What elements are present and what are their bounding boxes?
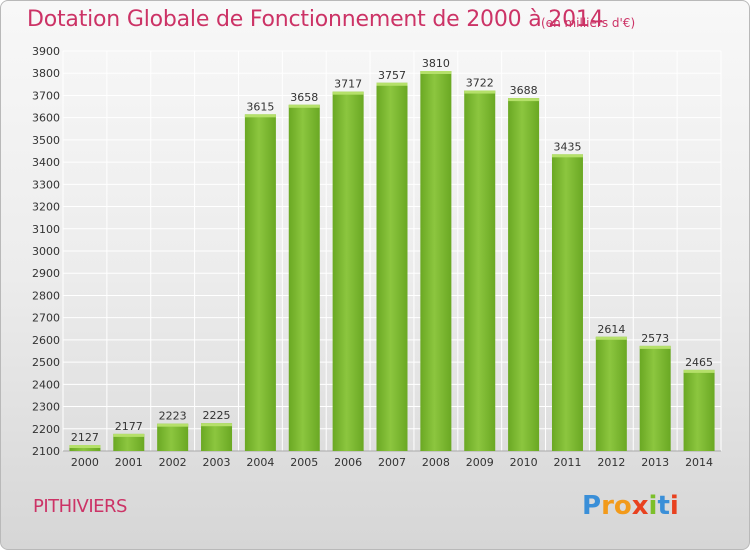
bar-top-2001: [113, 433, 145, 437]
bar-top-2000: [69, 445, 101, 448]
x-tick-label: 2004: [246, 456, 274, 469]
x-tick-label: 2014: [685, 456, 713, 469]
y-tick-label: 2900: [32, 267, 60, 280]
chart-title: Dotation Globale de Fonctionnement de 20…: [27, 7, 604, 32]
proxiti-logo: Proxiti: [582, 491, 679, 521]
logo-letter: i: [648, 491, 658, 521]
bar-2008: [420, 71, 452, 451]
data-label: 3658: [290, 91, 318, 104]
y-tick-label: 3300: [32, 178, 60, 191]
y-tick-label: 3600: [32, 112, 60, 125]
bar-top-2014: [683, 369, 715, 373]
bar-top-2007: [376, 82, 408, 86]
data-label: 2614: [597, 323, 625, 336]
bar-2003: [201, 423, 233, 451]
x-tick-label: 2000: [71, 456, 99, 469]
x-tick-label: 2006: [334, 456, 362, 469]
y-tick-label: 3200: [32, 201, 60, 214]
logo-letter: P: [582, 491, 602, 521]
logo-letter: i: [669, 491, 679, 521]
y-tick-label: 3700: [32, 89, 60, 102]
bar-2001: [113, 433, 145, 451]
data-label: 2573: [641, 332, 669, 345]
bar-top-2006: [332, 91, 364, 95]
x-tick-label: 2003: [203, 456, 231, 469]
data-label: 2465: [685, 356, 713, 369]
x-tick-label: 2010: [510, 456, 538, 469]
y-tick-label: 2600: [32, 334, 60, 347]
y-tick-label: 3800: [32, 67, 60, 80]
data-label: 3717: [334, 78, 362, 91]
city-name: PITHIVIERS: [33, 496, 127, 517]
bar-top-2012: [595, 336, 627, 340]
x-tick-label: 2013: [641, 456, 669, 469]
x-tick-label: 2002: [159, 456, 187, 469]
x-tick-label: 2012: [597, 456, 625, 469]
y-tick-label: 2800: [32, 289, 60, 302]
bar-top-2002: [157, 423, 189, 427]
bar-2005: [288, 104, 320, 452]
bar-2009: [464, 90, 496, 452]
y-tick-label: 3400: [32, 156, 60, 169]
data-label: 3722: [466, 77, 494, 90]
bar-top-2003: [201, 423, 233, 427]
y-tick-label: 2300: [32, 401, 60, 414]
bar-2010: [508, 98, 540, 451]
x-tick-label: 2001: [115, 456, 143, 469]
y-tick-label: 3100: [32, 223, 60, 236]
bars: [69, 71, 715, 452]
data-label: 2127: [71, 431, 99, 444]
bar-2006: [332, 91, 364, 452]
data-label: 2225: [203, 409, 231, 422]
data-label: 3435: [553, 140, 581, 153]
data-label: 3757: [378, 69, 406, 82]
logo-letter: o: [613, 491, 632, 521]
chart-subtitle: (en milliers d'€): [541, 16, 636, 30]
logo-letter: r: [601, 491, 614, 521]
labels: 2100 2200 2300 2400 2500 2600 2700 2800 2900 3000…: [32, 45, 713, 469]
y-tick-label: 2700: [32, 312, 60, 325]
bar-2004: [244, 114, 276, 451]
y-tick-label: 3000: [32, 245, 60, 258]
bar-top-2011: [551, 154, 583, 158]
data-label: 3810: [422, 57, 450, 70]
bar-top-2004: [244, 114, 276, 118]
bar-top-2013: [639, 345, 671, 349]
data-label: 2223: [159, 410, 187, 423]
bar-2014: [683, 369, 715, 451]
bar-2013: [639, 345, 671, 451]
bar-top-2008: [420, 71, 452, 74]
x-tick-label: 2009: [466, 456, 494, 469]
data-label: 3615: [246, 100, 274, 113]
y-tick-label: 2200: [32, 423, 60, 436]
y-tick-label: 3900: [32, 45, 60, 58]
y-tick-label: 3500: [32, 134, 60, 147]
logo-letter: x: [631, 491, 649, 521]
bar-2002: [157, 423, 189, 451]
x-tick-label: 2008: [422, 456, 450, 469]
bar-top-2005: [288, 104, 320, 108]
y-tick-label: 2400: [32, 378, 60, 391]
x-tick-label: 2005: [290, 456, 318, 469]
logo-letter: t: [657, 491, 670, 521]
data-label: 3688: [510, 84, 538, 97]
y-tick-label: 2100: [32, 445, 60, 458]
bar-2012: [595, 336, 627, 451]
x-tick-label: 2011: [553, 456, 581, 469]
bar-top-2010: [508, 98, 540, 102]
bar-top-2009: [464, 90, 496, 94]
data-label: 2177: [115, 420, 143, 433]
x-tick-label: 2007: [378, 456, 406, 469]
y-tick-label: 2500: [32, 356, 60, 369]
bar-2007: [376, 82, 408, 452]
bar-2011: [551, 154, 583, 452]
